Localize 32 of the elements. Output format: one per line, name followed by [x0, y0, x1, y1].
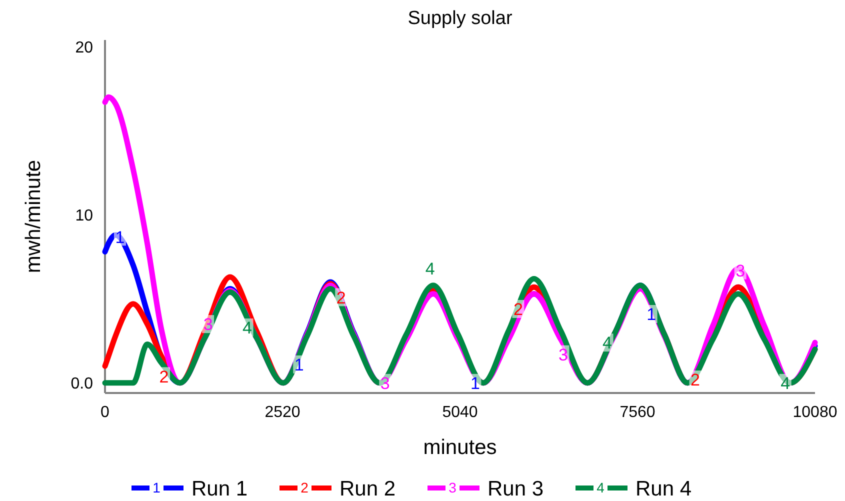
- y-axis-title: mwh/minute: [22, 160, 45, 274]
- legend-label: Run 2: [340, 477, 396, 500]
- annotation: 2: [690, 370, 700, 390]
- text: 4: [596, 480, 604, 496]
- legend-label: Run 3: [488, 477, 544, 500]
- annotation: 2: [513, 300, 523, 320]
- annotation: 2: [336, 288, 346, 308]
- x-tick-label: 0: [100, 404, 110, 421]
- legend-label: Run 1: [192, 477, 248, 500]
- text: 1: [152, 480, 160, 496]
- annotation: 3: [558, 345, 568, 364]
- annotation: 1: [470, 374, 480, 394]
- x-tick-label: 7560: [620, 404, 656, 421]
- annotation: 4: [242, 318, 252, 338]
- annotation: 1: [294, 356, 304, 375]
- x-tick-label: 5040: [442, 404, 478, 421]
- annotation: 4: [425, 260, 435, 279]
- y-tick-label: 0.0: [70, 376, 94, 393]
- legend-label: Run 4: [636, 477, 692, 500]
- annotation: 1: [646, 305, 656, 324]
- text: 3: [448, 480, 456, 496]
- x-tick-label: 10080: [792, 404, 838, 421]
- x-tick-label: 2520: [264, 404, 300, 421]
- annotation: 4: [780, 374, 790, 394]
- annotation: 3: [380, 374, 390, 394]
- y-tick-label: 20: [75, 39, 94, 56]
- annotation: 3: [203, 315, 213, 334]
- y-tick-label: 10: [75, 207, 94, 224]
- x-axis-title: minutes: [423, 436, 497, 459]
- text: 2: [300, 480, 308, 496]
- annotation: 2: [159, 367, 169, 386]
- chart-title: Supply solar: [408, 8, 513, 29]
